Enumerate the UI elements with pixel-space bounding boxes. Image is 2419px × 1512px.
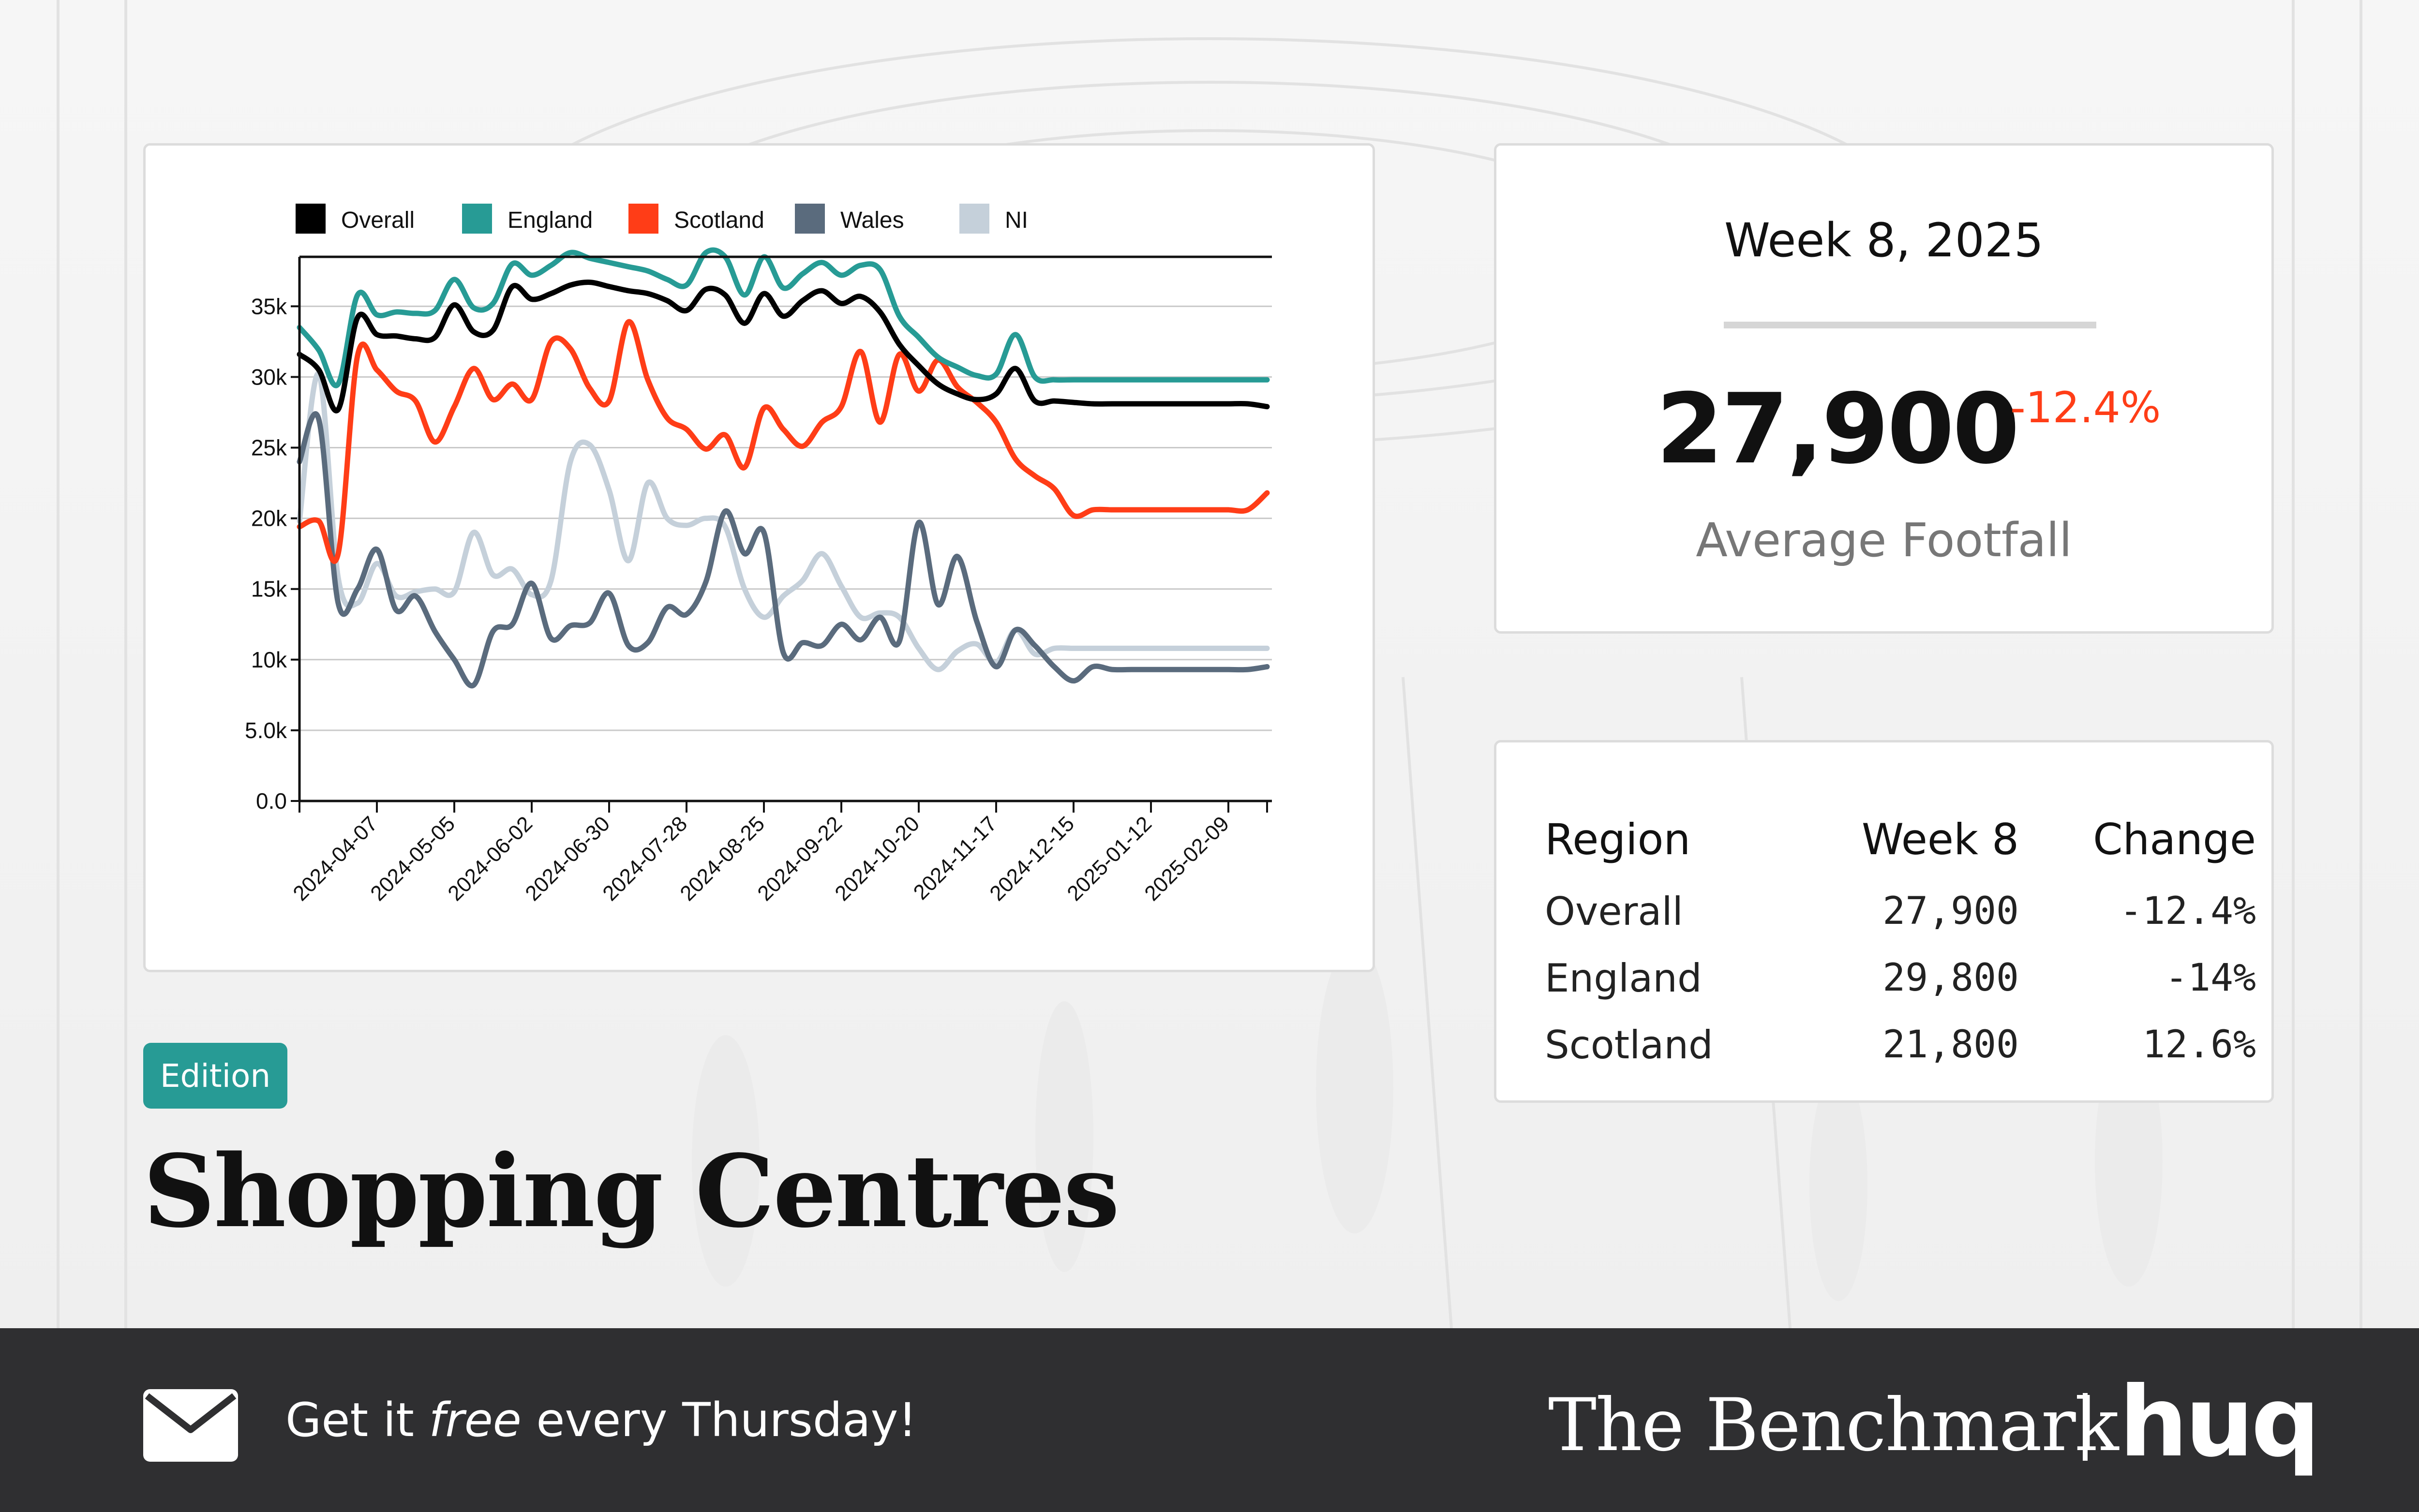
region-table-card: Region Week 8 Change Overall 27,900 -12.…: [1494, 740, 2274, 1103]
series-line-england: [297, 247, 1270, 388]
y-axis-ticks: 0.0 5.0k 10k 15k 20k 25k 30k 35k: [245, 294, 299, 814]
x-axis-ticks: 2024-04-072024-05-052024-06-022024-06-30…: [288, 801, 1268, 905]
table-row: Overall 27,900 -12.4%: [1545, 878, 2256, 945]
newsletter-cta[interactable]: Get it free every Thursday!: [285, 1393, 917, 1447]
series-line-overall: [297, 280, 1270, 414]
column-header-change: Change: [2093, 814, 2256, 864]
change-cell: 12.6%: [2142, 1023, 2256, 1067]
series-line-ni: [297, 371, 1270, 672]
table-row: England 29,800 -14%: [1545, 945, 2256, 1011]
table-row: Scotland 21,800 12.6%: [1545, 1011, 2256, 1078]
kpi-label: Average Footfall: [1696, 513, 2072, 567]
region-cell: Overall: [1545, 889, 1683, 934]
edition-badge[interactable]: Edition: [143, 1043, 287, 1109]
y-tick-label: 25k: [251, 435, 287, 460]
chart-card: Overall England Scotland Wales NI 0.0 5.0k 10k…: [143, 143, 1375, 972]
legend-label-overall: Overall: [341, 208, 415, 233]
cta-emphasis: free: [429, 1393, 522, 1447]
footfall-line-chart: Overall England Scotland Wales NI 0.0 5.0k 10k…: [245, 204, 1272, 905]
chart-axes: [298, 255, 1272, 802]
legend-label-scotland: Scotland: [674, 208, 764, 233]
change-cell: -14%: [2165, 956, 2256, 1000]
series-line-scotland: [297, 319, 1270, 564]
page-title: Shopping Centres: [143, 1133, 1120, 1250]
legend-swatch-wales: [795, 204, 825, 234]
column-header-week: Week 8: [1861, 814, 2019, 864]
y-tick-label: 20k: [251, 506, 287, 531]
y-tick-label: 5.0k: [245, 718, 287, 743]
brand-separator: [2083, 1393, 2088, 1461]
legend-swatch-scotland: [628, 204, 658, 234]
y-tick-label: 35k: [251, 294, 287, 319]
legend-swatch-ni: [959, 204, 989, 234]
region-table: Region Week 8 Change Overall 27,900 -12.…: [1545, 800, 2256, 1078]
footer-bar: [0, 1328, 2419, 1512]
x-tick-label: 2025-02-09: [1140, 812, 1234, 905]
change-cell: -12.4%: [2120, 889, 2256, 933]
cta-prefix: Get it: [285, 1393, 429, 1447]
legend-label-england: England: [508, 208, 593, 233]
cta-suffix: every Thursday!: [521, 1393, 917, 1447]
table-header-row: Region Week 8 Change: [1545, 800, 2256, 878]
kpi-week-label: Week 8, 2025: [1724, 213, 2044, 267]
week-value-cell: 21,800: [1882, 1023, 2019, 1067]
series-line-wales: [297, 411, 1270, 689]
kpi-value: 27,900: [1656, 373, 2020, 486]
kpi-card: Week 8, 2025 27,900 -12.4% Average Footf…: [1494, 143, 2274, 634]
column-header-region: Region: [1545, 814, 1691, 864]
huq-logo: huq: [2119, 1366, 2320, 1479]
region-cell: Scotland: [1545, 1022, 1713, 1067]
envelope-icon[interactable]: [143, 1389, 238, 1462]
kpi-divider: [1724, 322, 2096, 328]
kpi-change: -12.4%: [2010, 383, 2161, 432]
legend-label-wales: Wales: [840, 208, 904, 233]
legend-swatch-overall: [296, 204, 326, 234]
y-tick-label: 15k: [251, 577, 287, 602]
region-cell: England: [1545, 955, 1702, 1001]
x-tick-label: 2024-10-20: [830, 812, 924, 905]
week-value-cell: 29,800: [1882, 956, 2019, 1000]
y-tick-label: 30k: [251, 364, 287, 389]
chart-gridlines: [299, 305, 1272, 731]
y-tick-label: 0.0: [256, 788, 287, 814]
legend-label-ni: NI: [1005, 208, 1028, 233]
chart-legend: Overall England Scotland Wales NI: [296, 204, 1028, 234]
week-value-cell: 27,900: [1882, 889, 2019, 933]
y-tick-label: 10k: [251, 647, 287, 672]
chart-series-lines: [297, 247, 1270, 689]
brand-name: The Benchmark: [1548, 1383, 2119, 1468]
legend-swatch-england: [462, 204, 492, 234]
